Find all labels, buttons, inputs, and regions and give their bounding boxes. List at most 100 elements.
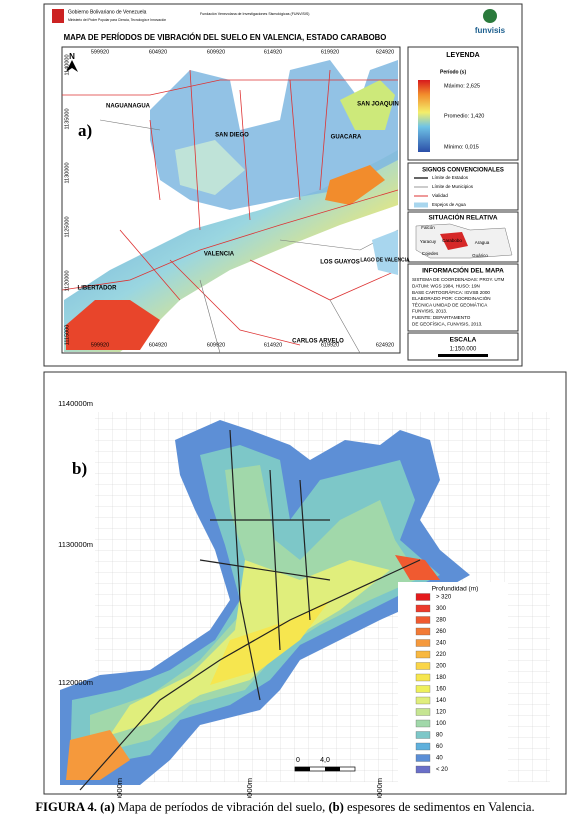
depth-label: 140 — [436, 698, 447, 704]
y-coord: 1125000 — [64, 216, 70, 237]
sign-label: Límite de Estados — [432, 175, 469, 180]
depth-label: < 20 — [436, 767, 449, 773]
scale-b: 0 4,0 — [294, 757, 356, 772]
x-coord: 619920 — [321, 49, 339, 55]
depth-swatch — [415, 742, 431, 751]
place-label: LAGO DE VALENCIA — [360, 257, 410, 263]
depth-label: 260 — [436, 629, 447, 635]
scale-start: 0 — [296, 757, 300, 764]
situation-place: Carabobo — [442, 238, 462, 243]
depth-label: 300 — [436, 606, 447, 612]
depth-swatch — [415, 754, 431, 762]
info-line: BASE CARTOGRÁFICA: IGVSB 2000 — [412, 289, 490, 295]
caption-label: FIGURA 4. — [35, 800, 97, 814]
depth-swatch — [415, 662, 431, 670]
depth-label: 60 — [436, 744, 443, 750]
funvisis-logo — [483, 9, 497, 23]
panel-a-label: a) — [78, 121, 92, 140]
legend-variable: Período (s) — [440, 69, 466, 75]
depth-legend-title: Profundidad (m) — [432, 586, 479, 593]
depth-legend-bg — [398, 582, 508, 782]
scale-bar-b-seg — [325, 767, 340, 771]
ministry-text: Ministerio del Poder Popular para Cienci… — [68, 18, 166, 22]
depth-swatch — [415, 719, 431, 728]
depth-label: 160 — [436, 687, 447, 693]
legend-mean: Promedio: 1,420 — [444, 113, 484, 119]
y-coord: 1140000m — [58, 399, 93, 408]
x-coord: 520000m — [375, 778, 384, 798]
municipal-limits — [99, 119, 399, 354]
x-coord: 619920 — [321, 342, 339, 348]
info-line: FUENTE: DEPARTAMENTO — [412, 315, 471, 320]
info-line: ELABORADO POR: COORDINACIÓN — [412, 295, 491, 301]
situation-place: Cojedes — [422, 251, 439, 256]
info-line: TÉCNICA UNIDAD DE GEOMÁTICA — [412, 301, 488, 307]
legend-min: Mínimo: 0,015 — [444, 144, 479, 150]
places-a: NAGUANAGUA SAN DIEGO SAN JOAQUIN GUACARA VAL… — [78, 102, 411, 345]
caption: FIGURA 4. (a) Mapa de períodos de vibrac… — [0, 800, 570, 815]
x-coord: 510000m — [245, 778, 254, 798]
legend-max: Máximo: 2,625 — [444, 83, 480, 89]
situation-places: Falcón Yaracuy Carabobo Aragua Cojedes Guáric… — [420, 225, 490, 258]
depth-swatch — [415, 650, 431, 659]
sign-label: Espejos de Agua — [432, 202, 466, 207]
sign-symbol — [414, 202, 428, 208]
map-b: b) — [60, 412, 550, 791]
depth-swatch — [415, 673, 431, 682]
situation-place: Falcón — [421, 225, 435, 230]
depth-swatch — [415, 639, 431, 647]
depth-label: 180 — [436, 675, 447, 681]
caption-a: (a) — [100, 800, 115, 814]
period-high-sw — [66, 300, 160, 350]
y-coord: 1115000 — [64, 325, 70, 346]
depth-label: 40 — [436, 756, 443, 762]
signs-title: SIGNOS CONVENCIONALES — [422, 168, 504, 174]
info-title: INFORMACIÓN DEL MAPA — [422, 266, 504, 275]
depth-swatch — [415, 731, 431, 739]
depth-swatch — [415, 593, 431, 601]
depth-swatch — [415, 604, 431, 613]
x-coord: 609920 — [207, 49, 225, 55]
situation-place: Aragua — [475, 240, 490, 245]
depth-swatch — [415, 696, 431, 705]
caption-text: espesores de sedimentos en Valencia. — [347, 800, 535, 814]
x-coord: 609920 — [207, 342, 225, 348]
info-line: DE GEOFÍSICA, FUNVISIS, 2013. — [412, 320, 482, 326]
depth-label: 280 — [436, 618, 447, 624]
y-coord: 1130000m — [58, 540, 93, 549]
period-mid — [175, 140, 245, 195]
panel-b-label: b) — [72, 459, 87, 478]
coords-b: 1140000m 1130000m 1120000m 500000m 510000m 52… — [58, 399, 384, 798]
depth-label: 220 — [436, 652, 447, 658]
depth-swatch — [415, 627, 431, 636]
situation-place: Guárico — [472, 253, 488, 258]
x-coord: 599920 — [91, 49, 109, 55]
place-label: VALENCIA — [204, 252, 235, 258]
place-label: NAGUANAGUA — [106, 104, 151, 110]
depth-label: 200 — [436, 664, 447, 670]
legend-title: LEYENDA — [446, 52, 479, 59]
depth-swatch — [415, 616, 431, 624]
north-arrow — [66, 60, 78, 72]
info-line: FUNVISIS, 2013. — [412, 309, 447, 314]
caption-text: Mapa de períodos de vibración del suelo, — [117, 800, 326, 814]
depth-label: > 320 — [436, 595, 452, 601]
x-coord: 624920 — [376, 342, 394, 348]
scale-end: 4,0 — [320, 757, 330, 764]
place-label: SAN JOAQUIN — [357, 102, 399, 108]
situation-title: SITUACIÓN RELATIVA — [428, 213, 497, 222]
north-label: N — [69, 52, 75, 61]
sign-label: Límite de Municipios — [432, 184, 474, 189]
situation-carabobo — [440, 232, 468, 250]
map-title: MAPA DE PERÍODOS DE VIBRACIÓN DEL SUELO … — [64, 33, 387, 42]
info-line: SISTEMA DE COORDENADAS: PROY. UTM — [412, 277, 504, 282]
scale-bar — [438, 354, 488, 357]
signs-list: Límite de Estados Límite de Municipios Via… — [414, 175, 474, 208]
funvisis-text: funvisis — [475, 26, 506, 35]
coords-a: 599920 599920 604920 604920 609920 609920 6149… — [64, 49, 394, 348]
roads-b — [79, 429, 421, 791]
depth-label: 120 — [436, 710, 447, 716]
scale-value: 1:150.000 — [450, 347, 477, 353]
lake — [372, 230, 398, 275]
